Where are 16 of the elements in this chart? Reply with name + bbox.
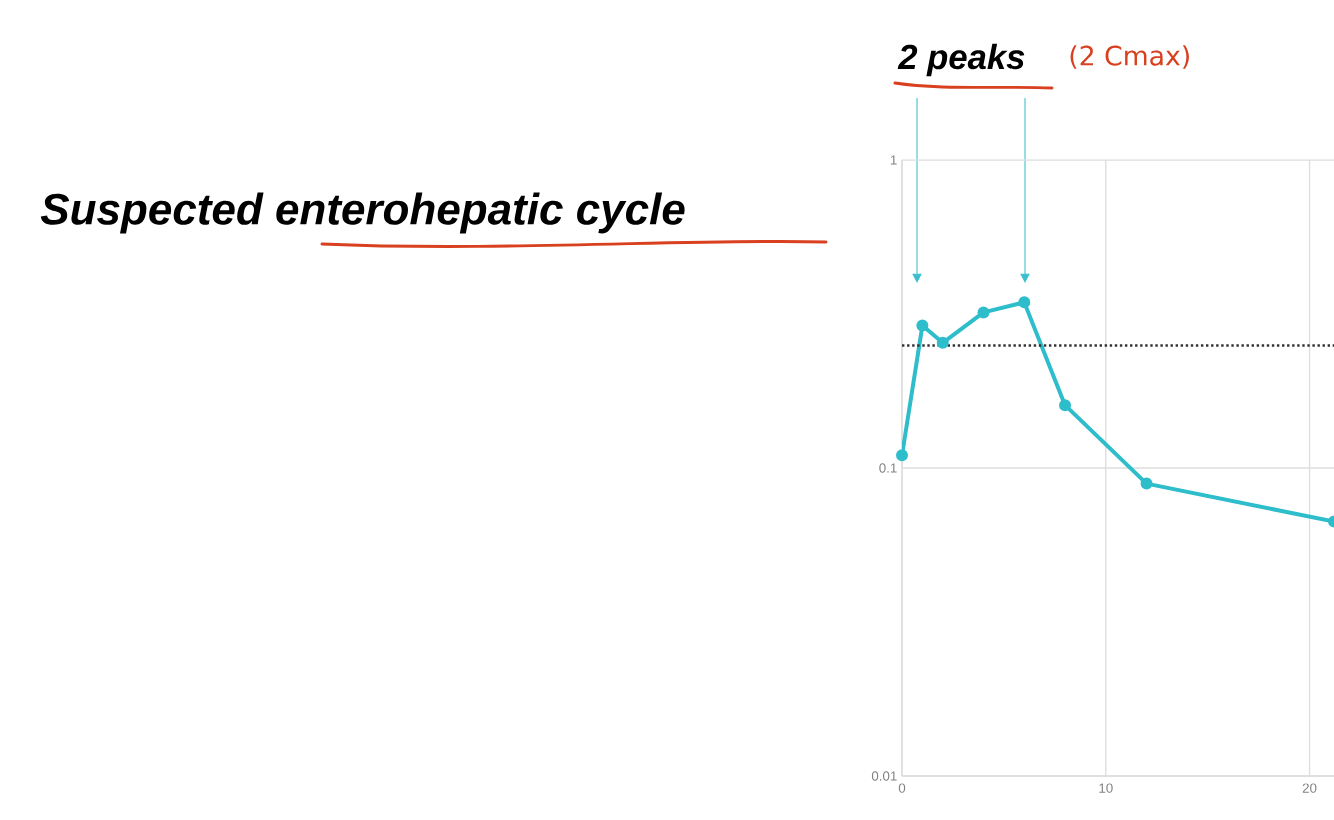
point <box>896 449 909 462</box>
point <box>1140 477 1153 490</box>
text: Suspected enterohepatic cycle <box>40 192 685 234</box>
x-tick-label: 10 <box>1099 783 1113 793</box>
text: 2 peaks <box>897 43 1025 77</box>
text: (2 Cmax) <box>1070 45 1189 69</box>
point <box>1059 399 1072 412</box>
point <box>977 306 990 319</box>
x-tick-label: 0 <box>898 783 906 793</box>
point <box>1018 296 1031 309</box>
x-tick-label: 20 <box>1302 783 1317 793</box>
y-tick-label: 0.1 <box>879 463 897 473</box>
y-tick-label: 1 <box>890 155 897 165</box>
point <box>936 336 949 349</box>
point <box>916 319 929 332</box>
y-tick-label: 0.01 <box>871 771 897 781</box>
